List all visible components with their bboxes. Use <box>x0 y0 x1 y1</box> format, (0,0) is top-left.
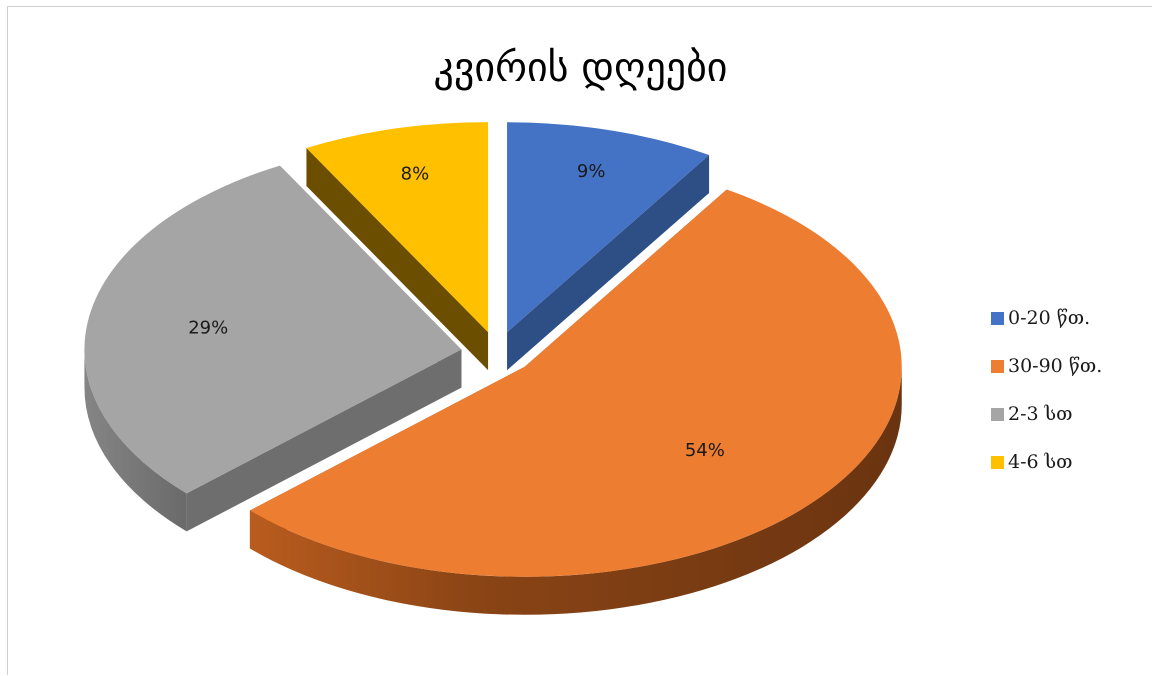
pie-chart: 9% 54% 29% 8% <box>84 122 902 615</box>
pie-slice-top <box>249 189 902 577</box>
pie-slice-top <box>84 165 462 494</box>
pie-slice-side <box>84 349 187 532</box>
pie-slice-4 <box>306 122 489 371</box>
chart-area: კვირის დღეები 9% 54% 29% 8% 0-20 წთ. 30-90 წ… <box>7 6 1152 675</box>
pie-slice-side <box>249 366 902 615</box>
legend-item-4: 4-6 სთ <box>991 450 1102 474</box>
legend-item-2: 30-90 წთ. <box>991 354 1102 378</box>
pie-slice-wall <box>186 349 462 532</box>
legend-label: 2-3 სთ <box>1008 403 1073 425</box>
legend-item-1: 0-20 წთ. <box>991 306 1102 330</box>
chart-title: კვირის დღეები <box>433 45 728 91</box>
pie-slice-1 <box>507 122 710 371</box>
legend-item-3: 2-3 სთ <box>991 402 1102 426</box>
legend-swatch <box>991 311 1004 325</box>
legend-label: 0-20 წთ. <box>1008 307 1091 329</box>
pie-slice-wall <box>507 154 710 371</box>
data-label-1: 9% <box>577 161 606 182</box>
legend-label: 30-90 წთ. <box>1008 355 1103 377</box>
legend-swatch <box>991 407 1004 421</box>
legend-label: 4-6 სთ <box>1008 451 1073 473</box>
legend-swatch <box>991 455 1004 469</box>
pie-slice-wall <box>306 148 489 371</box>
data-label-4: 8% <box>401 163 430 184</box>
data-label-3: 29% <box>188 317 228 338</box>
pie-slice-2 <box>249 189 902 615</box>
data-label-2: 54% <box>685 440 725 461</box>
legend: 0-20 წთ. 30-90 წთ. 2-3 სთ 4-6 სთ <box>991 306 1102 498</box>
pie-slice-3 <box>84 165 462 532</box>
pie-slice-top <box>306 122 489 333</box>
legend-swatch <box>991 359 1004 373</box>
pie-slice-top <box>507 122 710 333</box>
